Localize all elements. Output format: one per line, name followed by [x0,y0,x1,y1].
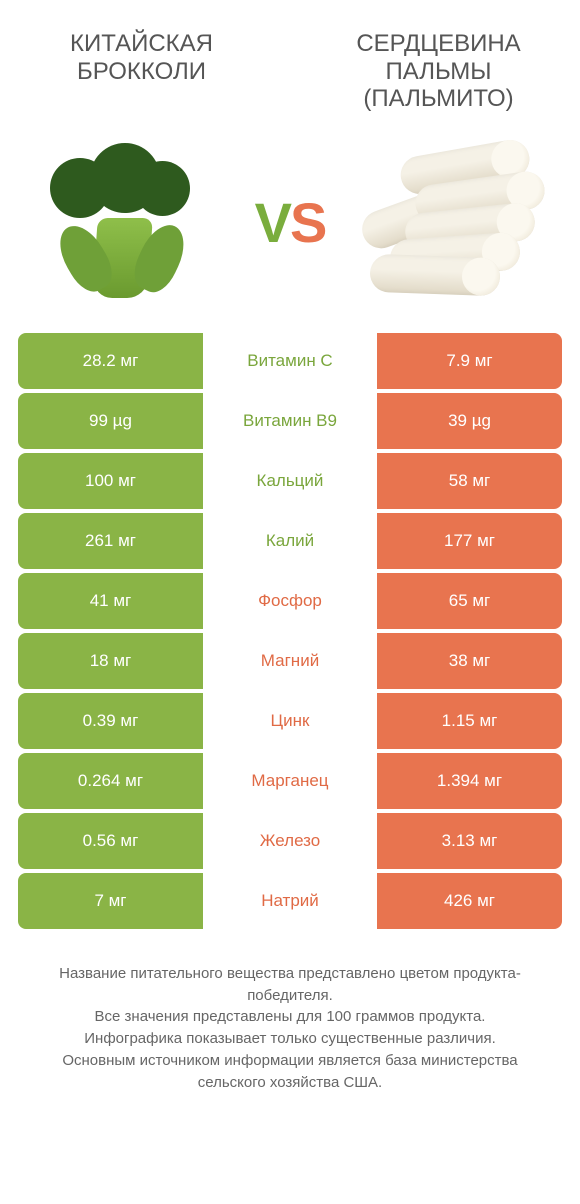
right-value-cell: 58 мг [377,453,562,509]
nutrient-name-cell: Цинк [203,693,377,749]
left-value-cell: 18 мг [18,633,203,689]
vs-label: VS [255,190,326,255]
table-row: 0.56 мгЖелезо3.13 мг [18,813,562,869]
nutrient-name-cell: Натрий [203,873,377,929]
left-value-cell: 99 µg [18,393,203,449]
right-value-cell: 38 мг [377,633,562,689]
left-value-cell: 100 мг [18,453,203,509]
left-value-cell: 0.39 мг [18,693,203,749]
nutrient-name-cell: Магний [203,633,377,689]
right-value-cell: 39 µg [377,393,562,449]
left-value-cell: 0.56 мг [18,813,203,869]
left-value-cell: 261 мг [18,513,203,569]
footnote-line: Инфографика показывает только существенн… [30,1028,550,1050]
footnote-line: Название питательного вещества представл… [30,963,550,1007]
table-row: 100 мгКальций58 мг [18,453,562,509]
right-value-cell: 1.15 мг [377,693,562,749]
table-row: 261 мгКалий177 мг [18,513,562,569]
left-value-cell: 28.2 мг [18,333,203,389]
vs-v: V [255,191,290,254]
table-row: 99 µgВитамин B939 µg [18,393,562,449]
right-value-cell: 177 мг [377,513,562,569]
right-product-title: СЕРДЦЕВИНА ПАЛЬМЫ (ПАЛЬМИТО) [317,30,560,113]
nutrient-name-cell: Марганец [203,753,377,809]
comparison-table: 28.2 мгВитамин C7.9 мг99 µgВитамин B939 … [0,333,580,929]
right-value-cell: 426 мг [377,873,562,929]
footnote-line: Основным источником информации является … [30,1050,550,1094]
nutrient-name-cell: Кальций [203,453,377,509]
right-value-cell: 65 мг [377,573,562,629]
left-value-cell: 0.264 мг [18,753,203,809]
table-row: 18 мгМагний38 мг [18,633,562,689]
left-value-cell: 7 мг [18,873,203,929]
table-row: 28.2 мгВитамин C7.9 мг [18,333,562,389]
right-product-image [355,133,555,313]
left-product-image [25,133,225,313]
table-row: 0.264 мгМарганец1.394 мг [18,753,562,809]
left-value-cell: 41 мг [18,573,203,629]
right-value-cell: 7.9 мг [377,333,562,389]
table-row: 41 мгФосфор65 мг [18,573,562,629]
nutrient-name-cell: Фосфор [203,573,377,629]
right-value-cell: 1.394 мг [377,753,562,809]
header: КИТАЙСКАЯ БРОККОЛИ СЕРДЦЕВИНА ПАЛЬМЫ (ПА… [0,0,580,123]
vs-s: S [290,191,325,254]
nutrient-name-cell: Калий [203,513,377,569]
footnote-line: Все значения представлены для 100 граммо… [30,1006,550,1028]
table-row: 0.39 мгЦинк1.15 мг [18,693,562,749]
nutrient-name-cell: Витамин C [203,333,377,389]
footnote: Название питательного вещества представл… [0,933,580,1094]
table-row: 7 мгНатрий426 мг [18,873,562,929]
broccoli-icon [40,143,210,303]
left-product-title: КИТАЙСКАЯ БРОККОЛИ [20,30,263,113]
nutrient-name-cell: Железо [203,813,377,869]
right-value-cell: 3.13 мг [377,813,562,869]
nutrient-name-cell: Витамин B9 [203,393,377,449]
product-images-row: VS [0,123,580,333]
palmito-icon [360,148,550,298]
